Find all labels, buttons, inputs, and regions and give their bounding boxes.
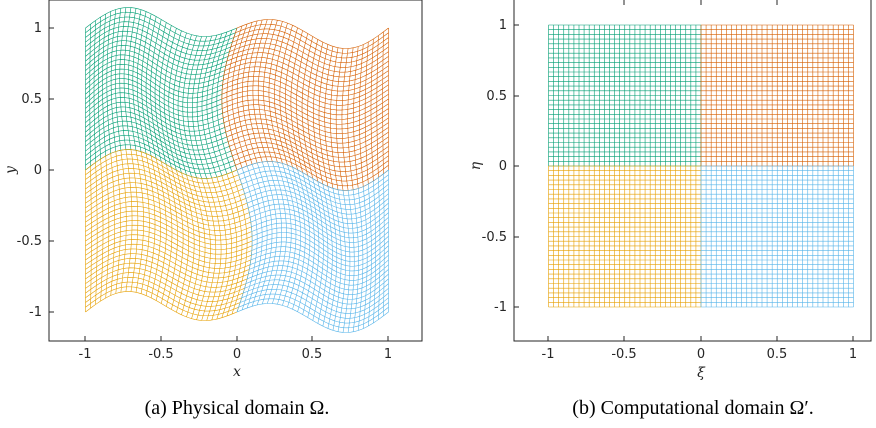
panel-a-xtick-label: 1 <box>384 347 392 362</box>
panel-a-ytick-label: -0.5 <box>17 234 42 249</box>
panel-b-ytick-label: -1 <box>494 300 507 315</box>
panel-a-caption: (a) Physical domain Ω. <box>145 397 330 419</box>
panel-b: -1 -0.5 0 0.5 1 1 0.5 0 -0.5 -1 ξ η (b) … <box>468 0 872 419</box>
panel-a-xtick-label: 0 <box>233 347 241 362</box>
panel-a-ytick-label: 0.5 <box>21 92 42 107</box>
panel-a-block-bottom-left <box>85 149 253 321</box>
panel-b-mesh <box>548 24 854 308</box>
panel-b-block-top-right <box>700 24 854 167</box>
panel-a-ticks <box>49 27 389 341</box>
panel-b-block-bottom-right <box>700 165 854 308</box>
panel-b-xtick-label: 0 <box>697 347 705 362</box>
panel-a-block-bottom-right <box>236 161 389 333</box>
panel-b-xlabel: ξ <box>697 365 706 381</box>
panel-a-block-top-right <box>221 19 389 191</box>
panel-b-top-ticks <box>623 0 778 5</box>
panel-a-xtick-label: 0.5 <box>302 347 323 362</box>
panel-b-ylabel: η <box>468 161 484 170</box>
panel-a-xtick-label: -1 <box>79 347 92 362</box>
panel-b-ytick-label: -0.5 <box>482 230 507 245</box>
panel-b-ticks <box>514 24 854 341</box>
panel-b-block-top-left <box>548 24 702 167</box>
panel-a-xtick-label: -0.5 <box>148 347 173 362</box>
panel-a-ytick-label: 1 <box>34 21 42 36</box>
panel-b-xtick-label: -1 <box>542 347 555 362</box>
panel-b-ytick-label: 0.5 <box>486 89 507 104</box>
panel-b-xtick-label: 0.5 <box>767 347 788 362</box>
panel-b-ytick-label: 1 <box>499 18 507 33</box>
panel-b-block-bottom-left <box>548 165 702 308</box>
panel-b-ytick-label: 0 <box>499 159 507 174</box>
panel-a-ylabel: y <box>3 165 19 175</box>
panel-a: -1 -0.5 0 0.5 1 1 0.5 0 -0.5 -1 x y (a) … <box>3 0 423 419</box>
panel-a-mesh <box>85 7 389 333</box>
panel-b-xtick-label: 1 <box>849 347 857 362</box>
panel-b-xtick-label: -0.5 <box>611 347 636 362</box>
panel-b-axes-box <box>513 0 872 342</box>
panel-b-caption: (b) Computational domain Ω′. <box>572 397 813 419</box>
panel-a-xlabel: x <box>233 364 241 380</box>
panel-a-ytick-label: 0 <box>34 163 42 178</box>
panel-a-ytick-label: -1 <box>29 305 42 320</box>
panel-a-block-top-left <box>85 7 238 179</box>
